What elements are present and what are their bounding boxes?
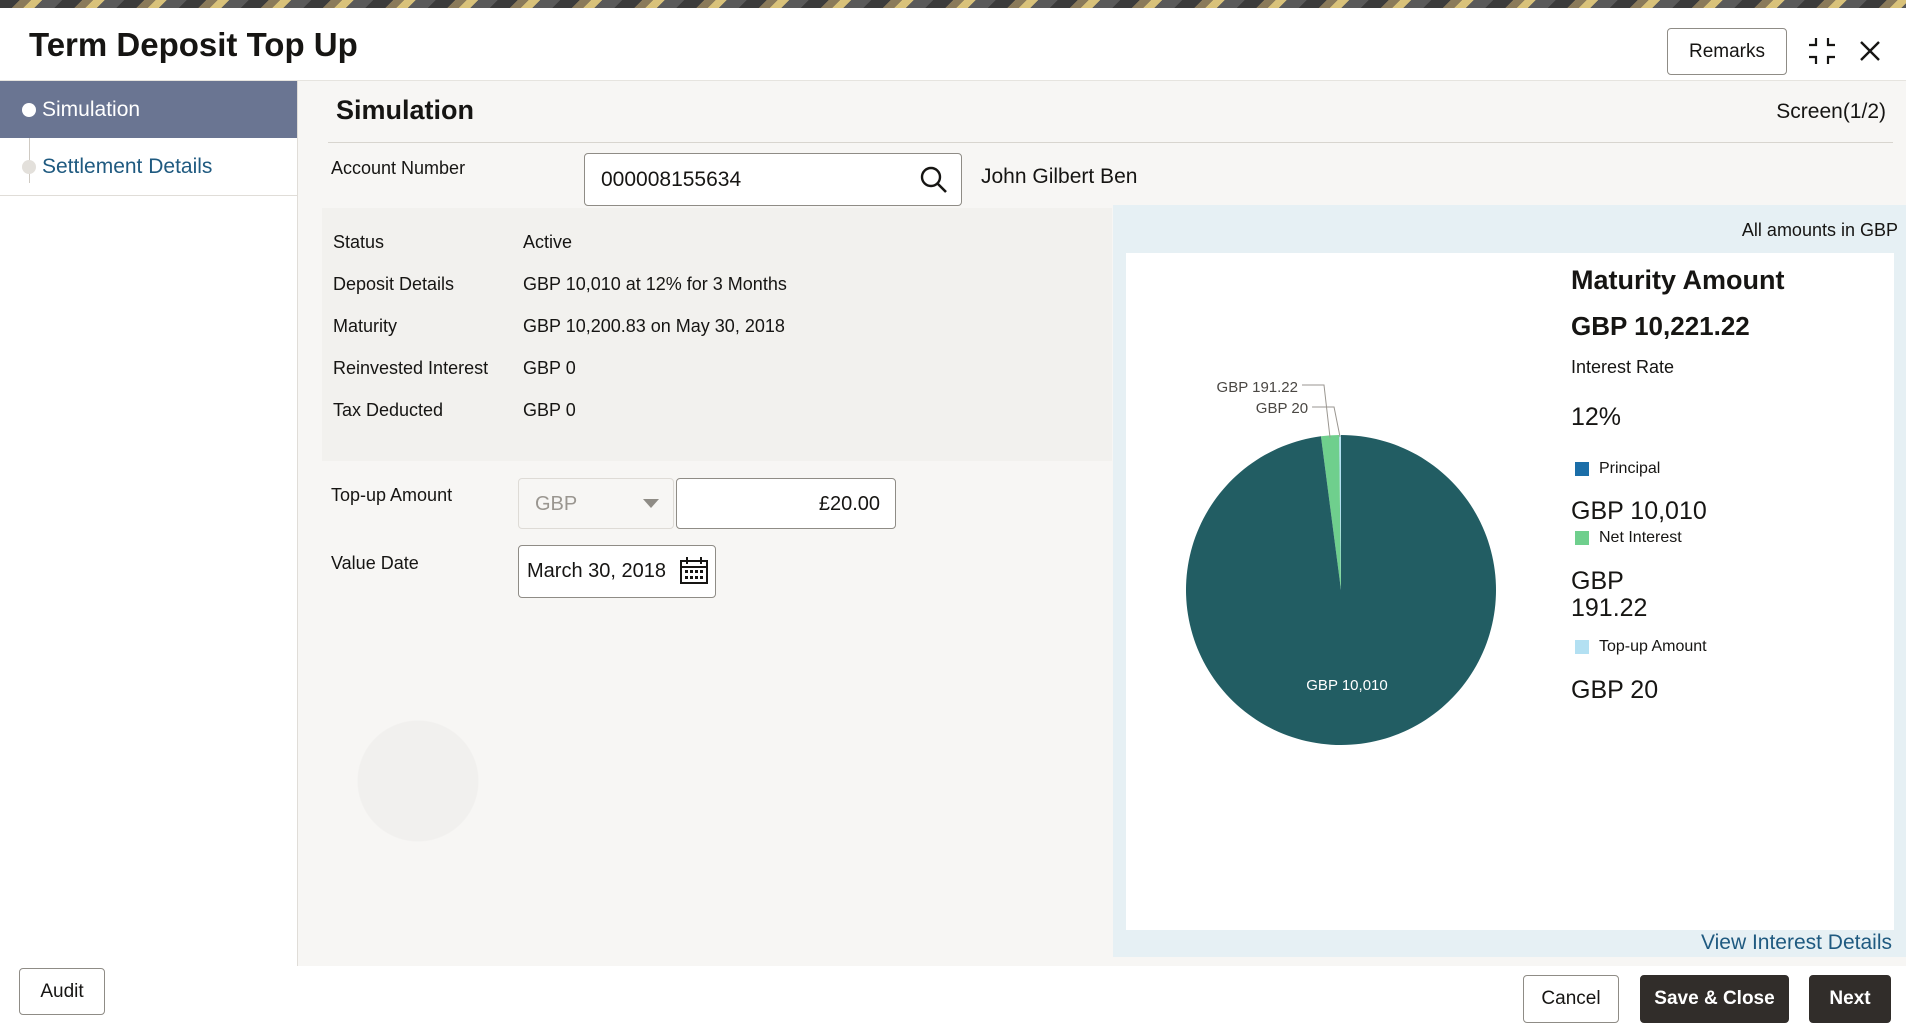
window-header: Term Deposit Top Up Remarks [0, 8, 1906, 81]
summary-label: Deposit Details [333, 274, 455, 294]
value-date-label: Value Date [331, 553, 419, 573]
pie-leader-line [1312, 406, 1341, 438]
minimize-window-icon[interactable] [1805, 34, 1839, 68]
divider [328, 142, 1893, 143]
summary-label: Status [333, 232, 385, 252]
legend-topup-amount: Top-up Amount [1575, 638, 1707, 656]
summary-value: GBP 10,010 at 12% for 3 Months [523, 274, 787, 294]
sidebar: Simulation Settlement Details [0, 81, 298, 966]
maturity-summary: Maturity Amount GBP 10,221.22 Interest R… [1571, 253, 1891, 923]
summary-value: GBP 10,200.83 on May 30, 2018 [523, 316, 785, 336]
value-date-input[interactable]: March 30, 2018 [518, 545, 716, 598]
maturity-amount-value: GBP 10,221.22 [1571, 311, 1750, 341]
pie-leader-line [1301, 384, 1331, 438]
legend-swatch [1575, 531, 1589, 545]
pie-chart: GBP 10,010 GBP 191.22 GBP 20 [1186, 379, 1497, 745]
audit-button[interactable]: Audit [19, 968, 105, 1015]
legend-swatch [1575, 640, 1589, 654]
search-icon[interactable] [919, 165, 949, 200]
summary-value: GBP 0 [523, 400, 576, 420]
top-decoration-strip [0, 0, 1906, 8]
remarks-button[interactable]: Remarks [1667, 28, 1787, 75]
customer-name: John Gilbert Ben [981, 165, 1138, 188]
account-number-input[interactable]: 000008155634 [584, 153, 962, 206]
currency-note: All amounts in GBP [1741, 220, 1898, 240]
footer: Audit Cancel Save & Close Next [0, 966, 1906, 1027]
principal-value: GBP 10,010 [1571, 497, 1707, 525]
step-dot-icon [22, 160, 36, 174]
account-number-value: 000008155634 [601, 168, 742, 191]
pie-label-net-interest: GBP 191.22 [1217, 379, 1298, 396]
pie-slice-principal [1186, 435, 1497, 745]
pie-slice-top-up-amount [1339, 435, 1341, 590]
currency-value: GBP [535, 493, 578, 515]
maturity-amount-title: Maturity Amount [1571, 265, 1785, 295]
summary-label: Tax Deducted [333, 400, 444, 420]
summary-label: Maturity [333, 316, 398, 336]
value-date-value: March 30, 2018 [527, 560, 666, 582]
pie-label-principal: GBP 10,010 [1306, 677, 1387, 694]
summary-label: Reinvested Interest [333, 358, 489, 378]
topup-amount-input[interactable]: £20.00 [676, 478, 896, 529]
currency-select: GBP [518, 478, 674, 529]
sidebar-item-settlement-details[interactable]: Settlement Details [0, 139, 297, 196]
topup-amount-value: £20.00 [818, 493, 880, 515]
legend-label: Net Interest [1599, 529, 1682, 546]
screen-counter: Screen(1/2) [1776, 100, 1886, 123]
pie-label-top-up-amount: GBP 20 [1256, 400, 1308, 417]
sidebar-item-label: Settlement Details [42, 155, 213, 178]
step-active-dot-icon [22, 102, 36, 117]
interest-rate-label: Interest Rate [1571, 357, 1675, 377]
legend-net-interest: Net Interest [1575, 529, 1682, 547]
legend-label: Principal [1599, 460, 1661, 477]
deposit-summary: Status Active Deposit Details GBP 10,010… [322, 208, 1112, 461]
legend-label: Top-up Amount [1599, 638, 1707, 655]
net-interest-value: GBP 191.22 [1571, 567, 1648, 622]
chart-card: GBP 10,010 GBP 191.22 GBP 20 Maturity Amou… [1126, 253, 1894, 930]
maturity-chart-panel: All amounts in GBP GBP 10,010 GBP 191.22 G… [1113, 205, 1906, 957]
topup-value: GBP 20 [1571, 676, 1659, 704]
account-number-label: Account Number [331, 158, 466, 178]
main-content: Simulation Screen(1/2) Account Number 00… [298, 81, 1906, 966]
topup-amount-label: Top-up Amount [331, 485, 453, 505]
legend-principal: Principal [1575, 460, 1660, 478]
chevron-down-icon [643, 499, 659, 508]
save-close-button[interactable]: Save & Close [1640, 975, 1789, 1023]
summary-value: GBP 0 [523, 358, 576, 378]
summary-value: Active [523, 232, 573, 252]
interest-rate-value: 12% [1571, 403, 1622, 431]
pie-slice-net-interest [1320, 435, 1341, 590]
next-button[interactable]: Next [1809, 975, 1891, 1023]
sidebar-item-label: Simulation [42, 97, 141, 121]
nav-connector [29, 117, 30, 183]
close-icon[interactable] [1853, 34, 1887, 68]
cancel-button[interactable]: Cancel [1523, 975, 1619, 1023]
view-interest-details-link[interactable]: View Interest Details [1700, 931, 1892, 954]
calendar-icon[interactable] [679, 556, 709, 591]
legend-swatch [1575, 462, 1589, 476]
window-title: Term Deposit Top Up [29, 26, 358, 63]
section-title: Simulation [336, 95, 475, 125]
sidebar-item-simulation[interactable]: Simulation [0, 81, 297, 138]
